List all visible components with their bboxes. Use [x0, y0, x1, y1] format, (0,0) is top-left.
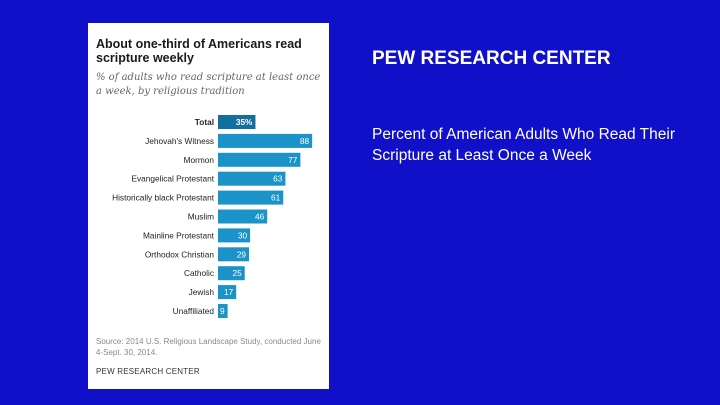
value-label: 35% — [236, 117, 253, 127]
bar — [218, 190, 284, 205]
category-label: Historically black Protestant — [112, 193, 215, 203]
source-note: Source: 2014 U.S. Religious Landscape St… — [96, 337, 321, 357]
category-label: Total — [195, 117, 214, 127]
chart-title: About one-third of Americans read script… — [96, 37, 302, 65]
value-label: 88 — [300, 136, 310, 146]
value-label: 63 — [273, 174, 283, 184]
value-label: 17 — [224, 287, 234, 297]
category-label: Unaffiliated — [173, 306, 215, 316]
bar — [218, 115, 256, 129]
category-label: Evangelical Protestant — [131, 174, 214, 184]
value-label: 30 — [238, 230, 248, 240]
value-label: 29 — [237, 249, 247, 259]
bar — [218, 171, 286, 186]
card-footer-brand: PEW RESEARCH CENTER — [96, 367, 200, 376]
value-label: 25 — [233, 268, 243, 278]
bar-chart: Total 35% Jehovah's Witness 88 Mormon 77 Evang… — [112, 115, 313, 318]
category-label: Orthodox Christian — [145, 249, 215, 259]
category-label: Muslim — [188, 212, 214, 222]
category-label: Mormon — [184, 155, 215, 165]
bar — [218, 266, 245, 281]
bar — [218, 285, 237, 300]
value-label: 46 — [255, 212, 265, 222]
bar — [218, 133, 313, 148]
bar — [218, 228, 251, 243]
chart-subtitle: % of adults who read scripture at least … — [96, 72, 321, 97]
chart-card: About one-third of Americans read script… — [88, 23, 329, 389]
value-label: 77 — [288, 155, 298, 165]
category-label: Catholic — [184, 268, 214, 278]
slide-caption: Percent of American Adults Who Read Thei… — [372, 126, 675, 164]
category-label: Jehovah's Witness — [145, 136, 214, 146]
bar — [218, 209, 268, 224]
category-label: Jewish — [189, 287, 215, 297]
category-label: Mainline Protestant — [143, 230, 215, 240]
bar — [218, 247, 250, 262]
slide-heading: PEW RESEARCH CENTER — [372, 48, 611, 69]
value-label: 61 — [271, 193, 281, 203]
value-label: 9 — [220, 306, 225, 316]
bar — [218, 152, 301, 167]
bar — [218, 304, 228, 318]
